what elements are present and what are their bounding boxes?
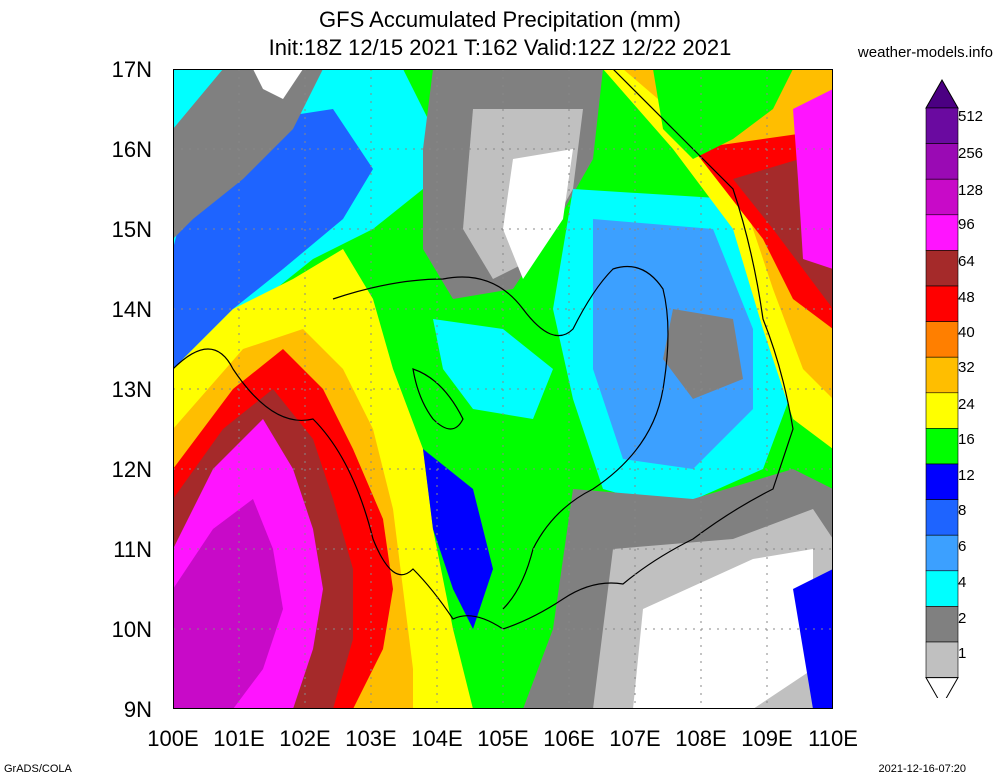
lon-label-109e: 109E bbox=[741, 726, 793, 751]
gridlines bbox=[173, 69, 833, 709]
precip-map bbox=[173, 69, 833, 709]
lat-label-15n: 15N bbox=[111, 217, 152, 242]
lon-label-101e: 101E bbox=[213, 726, 265, 751]
colorbar-swatch-12 bbox=[925, 463, 959, 500]
lat-label-9n: 9N bbox=[123, 697, 152, 722]
colorbar-swatch-32 bbox=[925, 356, 959, 394]
map-frame bbox=[173, 69, 833, 709]
colorbar-label-48: 48 bbox=[958, 289, 975, 306]
lat-label-13n: 13N bbox=[111, 377, 152, 402]
colorbar-label-6: 6 bbox=[958, 538, 967, 555]
lat-label-17n: 17N bbox=[111, 57, 152, 82]
colorbar-swatch-256 bbox=[925, 143, 959, 180]
colorbar-label-64: 64 bbox=[958, 253, 975, 270]
colorbar-label-2: 2 bbox=[958, 610, 967, 627]
lat-label-14n: 14N bbox=[111, 297, 152, 322]
colorbar-label-1: 1 bbox=[958, 645, 967, 662]
colorbar-label-16: 16 bbox=[958, 431, 975, 448]
lon-label-106e: 106E bbox=[543, 726, 595, 751]
source-credit: weather-models.info bbox=[857, 44, 993, 61]
footer-software: GrADS/COLA bbox=[4, 763, 72, 775]
precip-region-ne-green bbox=[653, 69, 793, 159]
colorbar-swatch-96 bbox=[925, 214, 959, 251]
lake-outline bbox=[412, 368, 464, 430]
lon-label-105e: 105E bbox=[477, 726, 529, 751]
coastline bbox=[173, 69, 794, 630]
colorbar-swatch-512 bbox=[925, 107, 959, 144]
colorbar-label-12: 12 bbox=[958, 467, 975, 484]
precip-region-west-purple bbox=[173, 499, 283, 709]
colorbar-swatch-40 bbox=[925, 321, 959, 358]
colorbar-label-128: 128 bbox=[958, 182, 984, 199]
precip-region-se-blue bbox=[793, 569, 833, 709]
lon-label-100e: 100E bbox=[147, 726, 199, 751]
lat-label-16n: 16N bbox=[111, 137, 152, 162]
lon-label-108e: 108E bbox=[675, 726, 727, 751]
precip-region-nw-white bbox=[253, 69, 303, 99]
colorbar-swatch-128 bbox=[925, 178, 959, 216]
colorbar bbox=[925, 78, 959, 698]
colorbar-label-32: 32 bbox=[958, 359, 975, 376]
colorbar-swatch-1 bbox=[925, 641, 959, 678]
lon-label-107e: 107E bbox=[609, 726, 661, 751]
border-line bbox=[332, 265, 669, 610]
colorbar-swatch-16 bbox=[925, 428, 959, 465]
precip-region-east-gray bbox=[663, 309, 743, 399]
colorbar-swatch-64 bbox=[925, 250, 959, 287]
lat-label-12n: 12N bbox=[111, 457, 152, 482]
colorbar-label-8: 8 bbox=[958, 502, 967, 519]
precip-region-ne-magenta bbox=[793, 89, 833, 269]
lon-label-102e: 102E bbox=[279, 726, 331, 751]
precip-region-se-white bbox=[633, 549, 813, 709]
colorbar-label-96: 96 bbox=[958, 216, 975, 233]
precip-region-central-cyan bbox=[433, 319, 553, 419]
precip-region-central-blue bbox=[423, 449, 493, 629]
colorbar-swatch-6 bbox=[925, 534, 959, 572]
chart-title: GFS Accumulated Precipitation (mm) bbox=[319, 7, 681, 32]
chart-subtitle: Init:18Z 12/15 2021 T:162 Valid:12Z 12/2… bbox=[268, 35, 732, 60]
lon-label-104e: 104E bbox=[411, 726, 463, 751]
colorbar-label-256: 256 bbox=[958, 145, 984, 162]
colorbar-bottom-arrow bbox=[925, 677, 959, 698]
colorbar-swatch-24 bbox=[925, 392, 959, 429]
colorbar-top-arrow bbox=[925, 78, 959, 109]
precip-region-north-white bbox=[503, 149, 573, 279]
lat-label-11n: 11N bbox=[113, 537, 152, 562]
colorbar-label-4: 4 bbox=[958, 574, 967, 591]
lon-label-103e: 103E bbox=[345, 726, 397, 751]
colorbar-swatch-8 bbox=[925, 499, 959, 536]
footer-timestamp: 2021-12-16-07:20 bbox=[878, 763, 966, 775]
colorbar-swatch-2 bbox=[925, 606, 959, 643]
colorbar-label-40: 40 bbox=[958, 324, 975, 341]
lon-label-110e: 110E bbox=[808, 726, 858, 751]
colorbar-label-24: 24 bbox=[958, 396, 975, 413]
colorbar-label-512: 512 bbox=[958, 108, 984, 125]
precip-region-west-gray bbox=[173, 69, 323, 239]
colorbar-swatch-4 bbox=[925, 570, 959, 607]
lat-label-10n: 10N bbox=[111, 617, 152, 642]
colorbar-swatch-48 bbox=[925, 285, 959, 322]
